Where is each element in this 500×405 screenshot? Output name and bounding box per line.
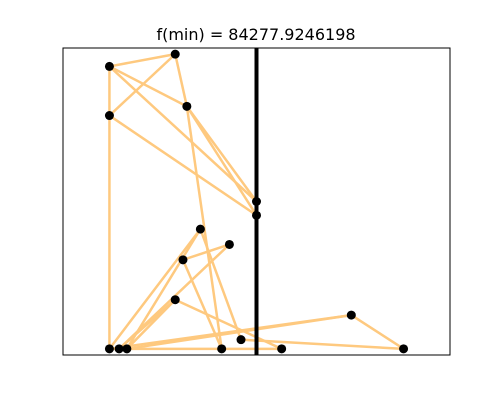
nodes-layer bbox=[104, 49, 409, 354]
edge-12-16 bbox=[125, 313, 353, 351]
edge-6-10 bbox=[108, 227, 202, 351]
data-point-2 bbox=[182, 101, 192, 111]
data-point-10 bbox=[104, 344, 114, 354]
edge-1-2 bbox=[173, 52, 189, 108]
data-point-6 bbox=[195, 224, 205, 234]
data-point-17 bbox=[399, 344, 409, 354]
data-point-3 bbox=[104, 111, 114, 121]
edge-3-5 bbox=[108, 114, 258, 217]
data-point-12 bbox=[122, 344, 132, 354]
data-point-5 bbox=[252, 210, 261, 220]
data-point-1 bbox=[170, 49, 180, 59]
data-point-14 bbox=[236, 335, 246, 345]
edge-0-2 bbox=[108, 65, 189, 108]
data-point-7 bbox=[224, 239, 234, 249]
edge-2-5 bbox=[185, 105, 258, 217]
data-point-15 bbox=[277, 344, 287, 354]
data-point-8 bbox=[178, 255, 188, 265]
edge-14-17 bbox=[239, 338, 405, 351]
data-point-0 bbox=[104, 61, 114, 71]
edge-7-8 bbox=[181, 243, 231, 262]
data-point-16 bbox=[346, 310, 356, 320]
data-point-11 bbox=[114, 344, 124, 354]
edge-16-17 bbox=[350, 313, 405, 351]
data-point-9 bbox=[170, 295, 180, 305]
plot-frame bbox=[62, 47, 451, 356]
edge-0-1 bbox=[108, 52, 177, 68]
chart-title: f(min) = 84277.9246198 bbox=[156, 25, 355, 44]
data-point-13 bbox=[217, 344, 227, 354]
edge-12-9 bbox=[125, 298, 177, 351]
data-point-4 bbox=[252, 197, 261, 206]
edge-3-1 bbox=[108, 52, 177, 117]
edge-6-14 bbox=[199, 227, 243, 341]
